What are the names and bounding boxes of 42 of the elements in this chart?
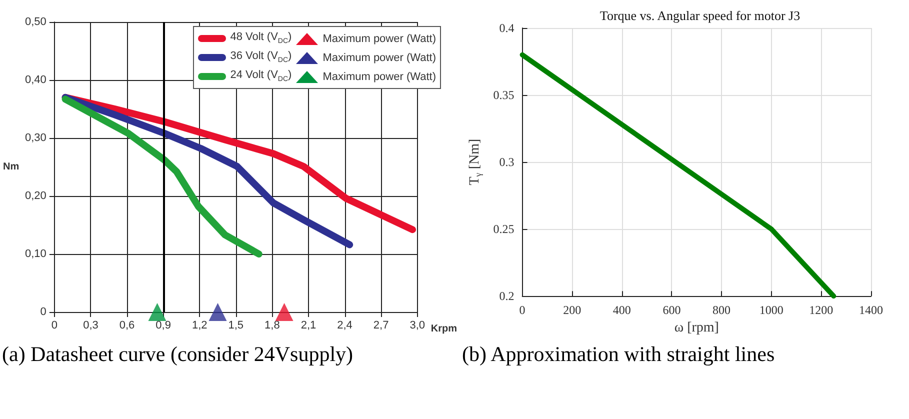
y-tick-label: 0,10 bbox=[25, 248, 46, 260]
y-tick-label: 0,40 bbox=[25, 74, 46, 86]
x-tick-label: 0,6 bbox=[119, 320, 135, 332]
x-tick-label: 1,8 bbox=[264, 320, 280, 332]
y-axis-title: Tγ [Nm] bbox=[468, 138, 483, 186]
x-tick-label: 1000 bbox=[759, 303, 784, 318]
x-tick-label: 800 bbox=[712, 303, 731, 318]
x-tick-label: 2,4 bbox=[337, 320, 352, 332]
chart-title: Torque vs. Angular speed for motor J3 bbox=[600, 8, 800, 23]
y-tick-label: 0.35 bbox=[493, 88, 514, 102]
y-tick-label: 0.25 bbox=[493, 222, 514, 236]
text: (b) Approximation with straight lines bbox=[462, 341, 776, 368]
y-tick-label: 0.4 bbox=[499, 21, 514, 35]
x-tick-label: 1,5 bbox=[228, 320, 244, 332]
x-tick-label: 200 bbox=[563, 303, 582, 318]
x-tick-label: 600 bbox=[662, 303, 681, 318]
x-tick-label: 0,9 bbox=[156, 320, 171, 332]
y-axis-title: Nm bbox=[2, 162, 20, 172]
legend-label: Maximum power (Watt) bbox=[322, 52, 436, 64]
x-tick-label: 2,1 bbox=[300, 320, 316, 332]
text: (a) Datasheet curve (consider 24Vsupply) bbox=[2, 341, 354, 368]
x-tick-label: 0,3 bbox=[83, 320, 98, 332]
x-axis-title: Krpm bbox=[430, 324, 458, 334]
x-tick-label: 0 bbox=[51, 320, 58, 332]
legend-label: 24 Volt (V$_{DC}$) bbox=[230, 69, 292, 84]
x-tick-label: 400 bbox=[612, 303, 631, 318]
legend-label: Maximum power (Watt) bbox=[322, 70, 436, 82]
legend-label: 36 Volt (V$_{DC}$) bbox=[230, 50, 292, 65]
legend-label: Maximum power (Watt) bbox=[322, 32, 436, 44]
x-tick-label: 2,7 bbox=[373, 320, 389, 332]
y-tick-label: 0.3 bbox=[499, 155, 514, 170]
x-tick-label: 1400 bbox=[859, 303, 883, 318]
x-axis-title: ω [rpm] bbox=[674, 320, 719, 336]
y-tick-label: 0,30 bbox=[25, 132, 46, 144]
y-tick-label: 0,50 bbox=[25, 16, 46, 28]
y-tick-label: 0.2 bbox=[499, 289, 514, 304]
x-tick-label: 1,2 bbox=[192, 320, 208, 332]
y-tick-label: 0,20 bbox=[25, 190, 46, 202]
x-tick-label: 0 bbox=[519, 303, 526, 318]
x-tick-label: 1200 bbox=[809, 303, 834, 318]
x-tick-label: 3,0 bbox=[410, 320, 425, 332]
legend-label: 48 Volt (V$_{DC}$) bbox=[230, 31, 292, 46]
